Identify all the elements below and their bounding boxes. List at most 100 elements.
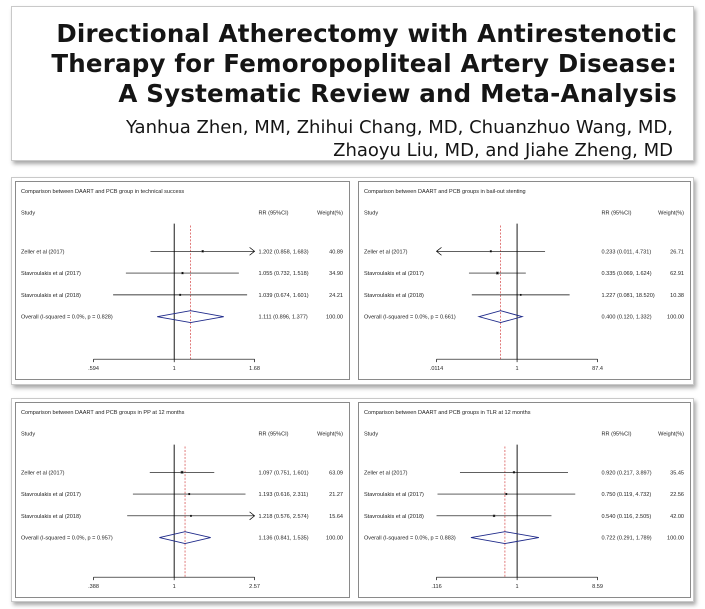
overall-label: Overall (I-squared = 0.0%, p = 0.957) bbox=[21, 536, 113, 542]
rr-ci-value: 1.097 (0.751, 1.601) bbox=[259, 470, 309, 476]
x-tick-label: 87.4 bbox=[592, 366, 603, 372]
forest-plot-technical-success: Comparison between DAART and PCB group i… bbox=[15, 181, 350, 380]
weight-value: 62.91 bbox=[670, 271, 684, 277]
weight-value: 42.00 bbox=[670, 514, 684, 520]
point-dot bbox=[519, 293, 522, 296]
forest-plot-tlr-12-months: Comparison between DAART and PCB groups … bbox=[358, 402, 691, 598]
weight-value: 63.09 bbox=[329, 470, 343, 476]
figure-top: Comparison between DAART and PCB group i… bbox=[11, 177, 694, 385]
weight-value: 24.21 bbox=[329, 293, 343, 299]
column-header-rr: RR (95%CI) bbox=[602, 211, 632, 217]
column-header-weight: Weight(%) bbox=[317, 432, 343, 438]
overall-diamond bbox=[470, 531, 539, 545]
x-tick-label: .594 bbox=[88, 366, 99, 372]
weight-value: 21.27 bbox=[329, 492, 343, 498]
rr-ci-value: 0.335 (0.069, 1.624) bbox=[602, 271, 652, 277]
study-label: Stavroulakis et al (2017) bbox=[364, 492, 424, 498]
study-label: Stavroulakis et al (2017) bbox=[21, 271, 81, 277]
x-tick-label: .116 bbox=[431, 584, 441, 590]
overall-diamond bbox=[477, 310, 524, 324]
chart-title: Comparison between DAART and PCB group i… bbox=[21, 189, 184, 195]
rr-ci-value: 0.920 (0.217, 3.897) bbox=[602, 470, 652, 476]
authors-line-2: Zhaoyu Liu, MD, and Jiahe Zheng, MD bbox=[333, 140, 673, 161]
x-tick-label: 1 bbox=[516, 584, 519, 590]
study-label: Zeller et al (2017) bbox=[21, 249, 65, 255]
study-label: Zeller et al (2017) bbox=[364, 249, 408, 255]
overall-rr-ci-value: 0.722 (0.291, 1.789) bbox=[602, 536, 652, 542]
point-dot bbox=[188, 493, 191, 495]
x-tick-label: 1.68 bbox=[249, 366, 260, 372]
chart-title: Comparison between DAART and PCB groups … bbox=[21, 410, 185, 416]
weight-value: 34.90 bbox=[329, 271, 343, 277]
rr-ci-value: 0.750 (0.119, 4.732) bbox=[602, 492, 652, 498]
ci-arrow-left bbox=[435, 247, 442, 256]
column-header-weight: Weight(%) bbox=[317, 211, 343, 217]
overall-weight-value: 100.00 bbox=[667, 536, 684, 542]
study-label: Stavroulakis et al (2018) bbox=[21, 514, 81, 520]
weight-value: 22.56 bbox=[670, 492, 684, 498]
rr-ci-value: 1.039 (0.674, 1.601) bbox=[259, 293, 309, 299]
point-dot bbox=[181, 471, 183, 474]
study-label: Stavroulakis et al (2018) bbox=[364, 293, 424, 299]
rr-ci-value: 1.218 (0.576, 2.574) bbox=[259, 514, 309, 520]
study-label: Stavroulakis et al (2017) bbox=[21, 492, 81, 498]
paper-title-line-2: Therapy for Femoropopliteal Artery Disea… bbox=[51, 49, 677, 78]
column-header-rr: RR (95%CI) bbox=[602, 432, 632, 438]
overall-rr-ci-value: 0.400 (0.120, 1.332) bbox=[602, 315, 652, 321]
chart-title: Comparison between DAART and PCB groups … bbox=[364, 410, 531, 416]
overall-diamond bbox=[157, 310, 224, 324]
weight-value: 15.64 bbox=[329, 514, 343, 520]
study-label: Stavroulakis et al (2018) bbox=[364, 514, 424, 520]
ci-arrow-right bbox=[249, 247, 256, 256]
authors-line-1: Yanhua Zhen, MM, Zhihui Chang, MD, Chuan… bbox=[126, 117, 673, 138]
x-tick-label: 2.57 bbox=[249, 584, 260, 590]
point-dot bbox=[513, 471, 515, 474]
column-header-rr: RR (95%CI) bbox=[259, 211, 289, 217]
ci-arrow-right bbox=[249, 511, 256, 521]
forest-plot-bail-out-stenting: Comparison between DAART and PCB groups … bbox=[358, 181, 691, 380]
weight-value: 40.89 bbox=[329, 249, 343, 255]
rr-ci-value: 1.202 (0.858, 1.683) bbox=[259, 249, 309, 255]
rr-ci-value: 1.193 (0.616, 2.311) bbox=[259, 492, 309, 498]
x-tick-label: 1 bbox=[173, 366, 176, 372]
overall-label: Overall (I-squared = 0.0%, p = 0.661) bbox=[364, 315, 456, 321]
x-tick-label: 8.59 bbox=[592, 584, 603, 590]
point-dot bbox=[201, 250, 204, 253]
column-header-study: Study bbox=[21, 432, 35, 438]
overall-diamond bbox=[159, 531, 211, 545]
overall-weight-value: 100.00 bbox=[326, 536, 343, 542]
weight-value: 26.71 bbox=[670, 249, 684, 255]
column-header-study: Study bbox=[364, 432, 378, 438]
point-dot bbox=[181, 272, 184, 274]
overall-label: Overall (I-squared = 0.0%, p = 0.828) bbox=[21, 315, 113, 321]
study-label: Zeller et al (2017) bbox=[364, 470, 408, 476]
rr-ci-value: 0.233 (0.011, 4.731) bbox=[602, 249, 652, 255]
paper-title-line-3: A Systematic Review and Meta-Analysis bbox=[118, 79, 677, 108]
column-header-rr: RR (95%CI) bbox=[259, 432, 289, 438]
study-label: Zeller et al (2017) bbox=[21, 470, 65, 476]
rr-ci-value: 1.055 (0.732, 1.518) bbox=[259, 271, 309, 277]
x-tick-label: .0114 bbox=[430, 366, 444, 372]
point-dot bbox=[190, 514, 192, 517]
x-tick-label: .388 bbox=[88, 584, 99, 590]
point-dot bbox=[493, 514, 495, 517]
x-tick-label: 1 bbox=[516, 366, 519, 372]
point-dot bbox=[489, 250, 492, 253]
column-header-weight: Weight(%) bbox=[658, 211, 684, 217]
column-header-study: Study bbox=[21, 211, 35, 217]
overall-rr-ci-value: 1.136 (0.841, 1.535) bbox=[259, 536, 309, 542]
study-label: Stavroulakis et al (2017) bbox=[364, 271, 424, 277]
overall-label: Overall (I-squared = 0.0%, p = 0.883) bbox=[364, 536, 456, 542]
rr-ci-value: 0.540 (0.116, 2.505) bbox=[602, 514, 652, 520]
paper-title-line-1: Directional Atherectomy with Antiresteno… bbox=[56, 19, 677, 48]
weight-value: 10.38 bbox=[670, 293, 684, 299]
overall-weight-value: 100.00 bbox=[326, 315, 343, 321]
point-dot bbox=[496, 272, 499, 274]
rr-ci-value: 1.227 (0.081, 18.520) bbox=[602, 293, 655, 299]
column-header-study: Study bbox=[364, 211, 378, 217]
weight-value: 35.45 bbox=[670, 470, 684, 476]
point-dot bbox=[505, 493, 508, 495]
title-card: Directional Atherectomy with Antiresteno… bbox=[11, 6, 694, 161]
figure-bottom: Comparison between DAART and PCB groups … bbox=[11, 398, 694, 602]
forest-plot-pp-12-months: Comparison between DAART and PCB groups … bbox=[15, 402, 350, 598]
